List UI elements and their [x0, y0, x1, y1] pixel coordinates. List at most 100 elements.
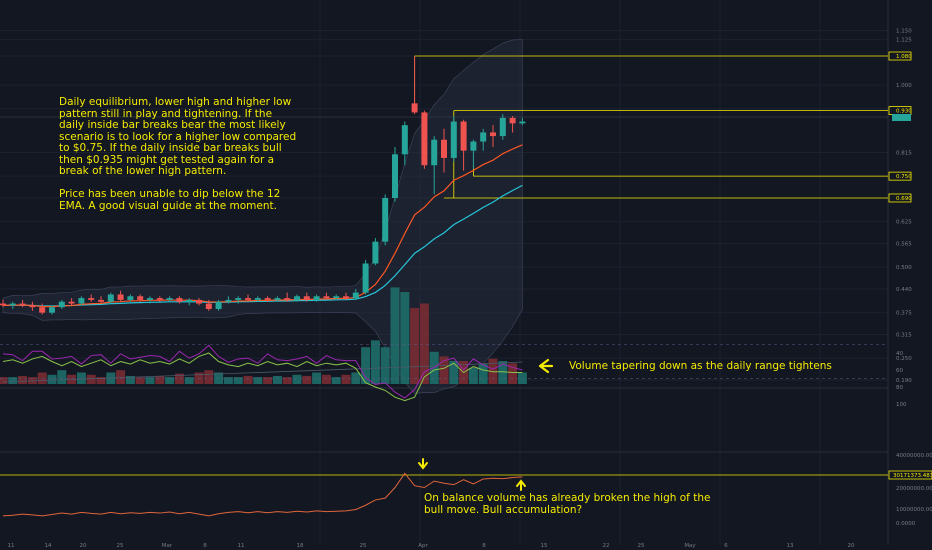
volume-bar [165, 377, 175, 384]
candle-body [88, 298, 95, 300]
candle-body [0, 303, 6, 306]
candles [0, 56, 526, 315]
volume-bar [96, 377, 106, 384]
candle-body [196, 299, 202, 304]
candle-body [284, 298, 291, 300]
volume-bar [341, 374, 351, 384]
candle-body [470, 141, 477, 151]
time-tick-label: May [684, 543, 696, 549]
candle-body [264, 298, 271, 300]
candle-body [39, 307, 46, 313]
candle-body [303, 296, 310, 300]
candle-body [372, 241, 379, 264]
volume-annotation: Volume tapering down as the daily range … [569, 360, 832, 372]
candle-body [460, 121, 467, 151]
level-tag [888, 51, 912, 61]
volume-bar [508, 363, 518, 384]
candle-body [382, 197, 389, 242]
rsi-panel [0, 344, 888, 402]
volume-bar [419, 303, 429, 384]
candle-body [352, 292, 359, 299]
volume-bar [116, 370, 126, 384]
obv-panel [0, 472, 888, 517]
level-tag [888, 171, 912, 181]
volume-bar [312, 372, 322, 384]
time-axis: 11 14 20 25 Mar 8 11 18 25 Apr 8 15 22 25 May 6 13 20 [8, 543, 855, 549]
time-tick-label: 8 [203, 543, 207, 549]
candle-body [421, 112, 428, 166]
obv-tick-label: 10000000.0000 [896, 507, 932, 513]
candle-body [490, 132, 496, 137]
candle-body [401, 125, 408, 155]
price-tick-label: 1.125 [896, 38, 912, 44]
level-tag [888, 193, 912, 203]
candle-body [98, 299, 104, 302]
price-tick-label: 1.000 [896, 83, 912, 89]
level-tag-label: 1.080 [896, 54, 912, 60]
arrow-up-icon [516, 479, 526, 491]
candle-body [450, 121, 457, 158]
volume-bar [135, 377, 145, 384]
time-tick-label: 11 [8, 543, 15, 549]
candle-body [19, 303, 26, 306]
time-tick-label: 18 [297, 543, 304, 549]
obv-tag-label: 30171373.4830 [893, 473, 932, 479]
candle-body [107, 294, 114, 302]
obv-tick-label: 0.0000 [896, 521, 916, 527]
rsi-signal-line [2, 344, 523, 399]
candle-body [215, 301, 222, 310]
candle-body [156, 298, 163, 300]
price-axis: 1.1501.1251.0801.0000.9350.8150.7500.690… [888, 29, 932, 527]
candle-body [441, 139, 447, 158]
volume-bar [204, 370, 214, 384]
time-tick-label: Apr [418, 543, 428, 549]
volume-bar [282, 377, 292, 384]
candle-body [225, 299, 232, 302]
volume-bar [8, 377, 18, 384]
level-tag-label: 0.750 [896, 174, 912, 180]
volume-bar [184, 377, 194, 384]
volume-bar [439, 356, 449, 384]
volume-bar [47, 374, 57, 384]
price-tick-label: 0.190 [896, 378, 912, 384]
arrow-left-icon [538, 358, 554, 374]
candle-body [166, 298, 173, 300]
candle-body [362, 263, 369, 293]
volume-bar [449, 361, 459, 384]
time-tick-label: 6 [724, 543, 728, 549]
volume-bar [400, 292, 410, 384]
main-annotation: Daily equilibrium, lower high and higher… [59, 96, 297, 212]
price-tick-label: 0.565 [896, 241, 912, 247]
candle-body [235, 298, 242, 300]
volume-bar [331, 377, 341, 384]
time-tick-label: 25 [117, 543, 124, 549]
volume-bar [468, 367, 478, 384]
candle-body [274, 298, 281, 300]
volume-bar [243, 375, 253, 384]
current-price-tag [892, 114, 911, 121]
candle-body [176, 298, 183, 302]
volume-bar [478, 363, 488, 384]
volume-bar [321, 374, 331, 384]
candle-body [499, 117, 506, 137]
price-tick-label: 0.375 [896, 311, 912, 317]
candle-body [343, 296, 349, 299]
time-tick-label: 22 [603, 543, 610, 549]
time-tick-label: 20 [80, 543, 87, 549]
candle-body [392, 154, 398, 198]
candle-body [78, 298, 85, 304]
ema-fast-line [2, 144, 523, 308]
candle-body [245, 298, 251, 300]
rsi-tick-label: 100 [896, 402, 907, 408]
candle-body [294, 296, 300, 300]
candle-body [313, 296, 320, 300]
candle-body [117, 294, 124, 300]
ema-slow-line [2, 184, 523, 307]
candle-body [29, 305, 36, 308]
volume-bar [253, 377, 263, 384]
candle-body [323, 296, 330, 299]
volume-bar [390, 287, 400, 384]
arrow-down-icon [418, 458, 428, 470]
volume-bar [233, 377, 243, 384]
